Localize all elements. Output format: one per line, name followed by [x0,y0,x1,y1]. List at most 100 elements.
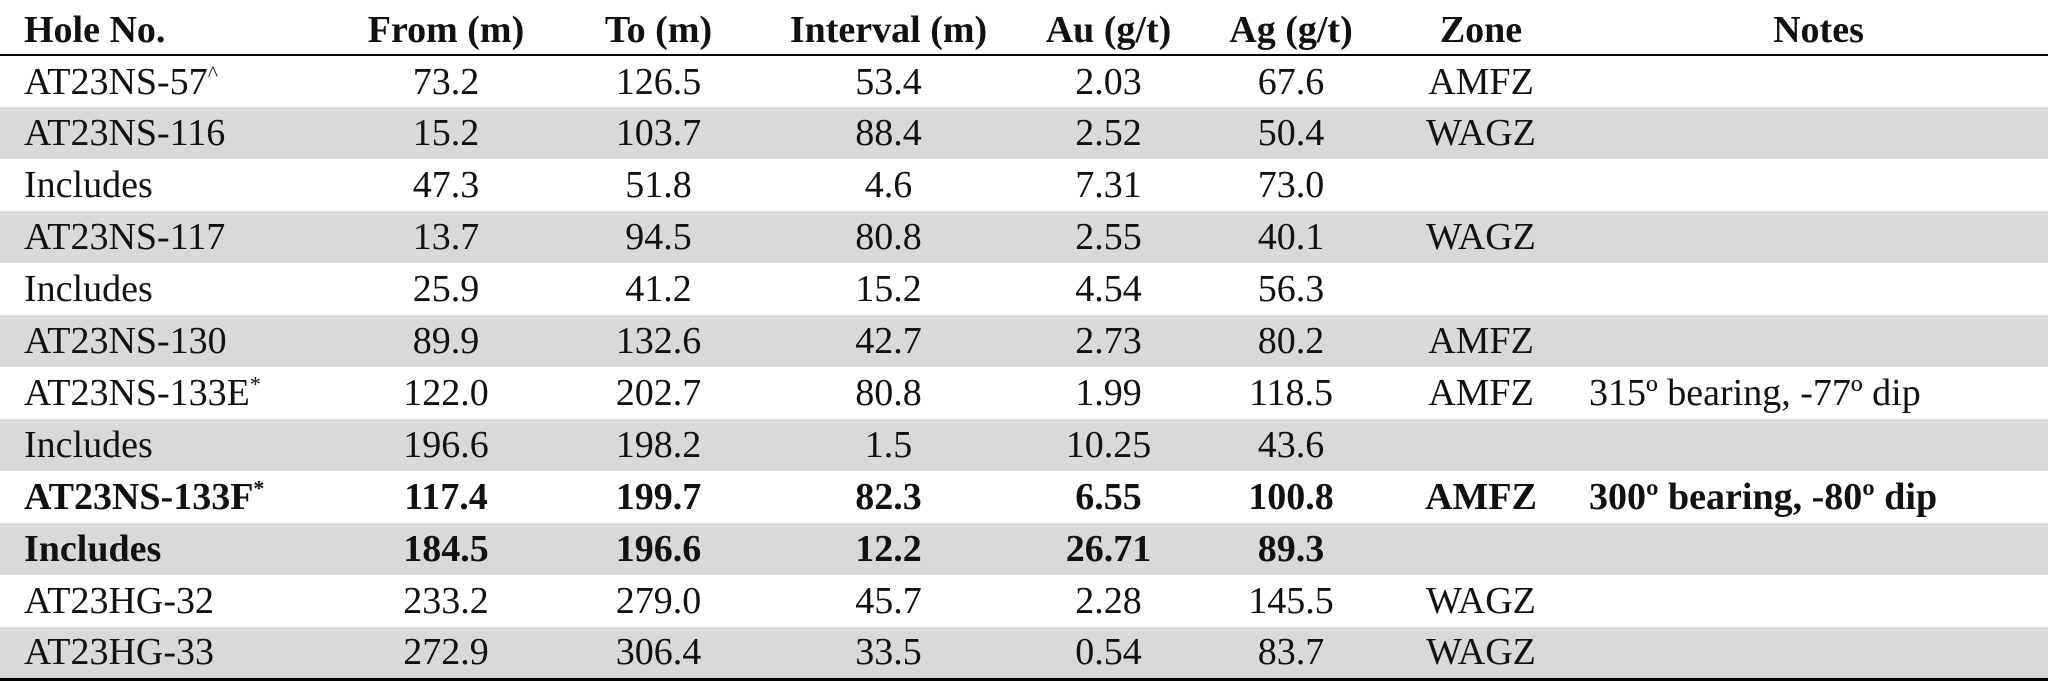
cell-to: 202.7 [615,372,702,414]
hole-id-text: AT23NS-130 [24,320,227,362]
cell-interval: 15.2 [855,268,922,310]
cell-ag: 43.6 [1201,419,1381,471]
cell-interval: 1.5 [761,419,1016,471]
header-notes: Notes [1581,0,2048,56]
footnote-marker: * [249,371,261,397]
cell-interval: 80.8 [761,211,1016,263]
cell-to: 41.2 [625,268,692,310]
cell-hole-no: AT23HG-32 [0,575,336,627]
cell-to: 132.6 [556,315,761,367]
cell-to: 103.7 [556,107,761,159]
cell-notes [1581,211,2048,263]
cell-from: 15.2 [336,107,556,159]
hole-id-text: AT23HG-32 [24,580,214,622]
cell-notes [1581,627,2048,681]
cell-ag: 80.2 [1201,315,1381,367]
cell-notes [1581,159,2048,211]
cell-hole-no: AT23NS-133E* [0,367,336,419]
cell-zone: AMFZ [1428,60,1534,103]
header-from: From (m) [336,0,556,56]
hole-id-text: Includes [24,424,153,466]
cell-hole-no: Includes [0,263,336,315]
header-row: Hole No. From (m) To (m) Interval (m) Au… [0,0,2048,56]
hole-id-text: AT23NS-133E [24,372,250,414]
cell-from: 122.0 [403,372,489,414]
cell-zone [1381,419,1581,471]
cell-ag: 83.7 [1201,627,1381,681]
hole-id-text: AT23HG-33 [24,631,214,674]
cell-ag: 145.5 [1248,580,1334,622]
cell-zone: AMFZ [1428,372,1534,414]
cell-hole-no: AT23HG-33 [0,627,336,681]
table-row: AT23HG-32 233.2 279.0 45.7 2.28 145.5 WAGZ [0,575,2048,627]
cell-ag: 67.6 [1257,60,1325,103]
cell-interval: 88.4 [761,107,1016,159]
cell-from: 233.2 [403,580,489,622]
cell-zone: WAGZ [1426,580,1536,622]
cell-au: 2.55 [1016,211,1201,263]
cell-notes [1581,523,2048,575]
hole-id-text: AT23NS-117 [24,216,226,258]
table-row: AT23NS-133E* 122.0 202.7 80.8 1.99 118.5 AMFZ 3… [0,367,2048,419]
table-row: Includes 184.5 196.6 12.2 26.71 89.3 [0,523,2048,575]
table-row: Includes 196.6 198.2 1.5 10.25 43.6 [0,419,2048,471]
cell-interval: 12.2 [761,523,1016,575]
cell-from: 47.3 [412,164,480,206]
cell-ag: 40.1 [1201,211,1381,263]
cell-hole-no: AT23NS-116 [0,107,336,159]
cell-au: 2.52 [1016,107,1201,159]
cell-notes [1581,55,2048,107]
table-row: AT23NS-133F* 117.4 199.7 82.3 6.55 100.8 AMFZ 3… [0,471,2048,523]
cell-interval: 82.3 [855,476,922,518]
cell-au: 6.55 [1075,476,1142,518]
header-interval: Interval (m) [761,0,1016,56]
cell-au: 1.99 [1075,372,1142,414]
cell-hole-no: Includes [0,419,336,471]
cell-zone: WAGZ [1381,211,1581,263]
table-row: AT23NS-130 89.9 132.6 42.7 2.73 80.2 AMFZ [0,315,2048,367]
cell-notes [1581,263,2048,315]
cell-au: 4.54 [1075,268,1142,310]
cell-to: 126.5 [615,60,702,103]
table-row: AT23NS-117 13.7 94.5 80.8 2.55 40.1 WAGZ [0,211,2048,263]
cell-au: 26.71 [1016,523,1201,575]
cell-zone: AMFZ [1425,476,1537,518]
cell-interval: 80.8 [855,372,922,414]
cell-notes [1581,315,2048,367]
cell-au: 2.03 [1075,60,1142,103]
hole-id-text: Includes [24,528,162,570]
cell-hole-no: AT23NS-57^ [0,55,336,107]
cell-zone [1381,159,1581,211]
hole-id-text: Includes [24,164,153,206]
header-au: Au (g/t) [1016,0,1201,56]
table-row: Includes 25.9 41.2 15.2 4.54 56.3 [0,263,2048,315]
header-hole-no: Hole No. [0,0,336,56]
cell-interval: 45.7 [855,580,922,622]
cell-notes: 315º bearing, -77º dip [1589,372,1921,414]
cell-hole-no: Includes [0,159,336,211]
cell-ag: 73.0 [1257,164,1325,206]
cell-to: 279.0 [615,580,702,622]
hole-id-text: AT23NS-116 [24,112,226,154]
cell-au: 2.28 [1075,580,1142,622]
cell-hole-no: AT23NS-133F* [0,471,336,523]
cell-ag: 100.8 [1248,476,1334,518]
cell-notes [1581,575,2048,627]
table-row: Includes 47.3 51.8 4.6 7.31 73.0 [0,159,2048,211]
hole-id-text: Includes [24,268,153,310]
cell-notes [1581,107,2048,159]
cell-notes: 300º bearing, -80º dip [1589,476,1938,518]
cell-hole-no: Includes [0,523,336,575]
cell-ag: 89.3 [1201,523,1381,575]
cell-from: 25.9 [412,268,480,310]
table-row: AT23NS-57^ 73.2 126.5 53.4 2.03 67.6 AMFZ [0,55,2048,107]
hole-id-text: AT23NS-57 [24,60,208,103]
cell-ag: 50.4 [1201,107,1381,159]
header-zone: Zone [1381,0,1581,56]
cell-zone: WAGZ [1381,107,1581,159]
cell-interval: 42.7 [761,315,1016,367]
cell-zone: WAGZ [1381,627,1581,681]
cell-notes [1581,419,2048,471]
cell-zone [1381,263,1581,315]
